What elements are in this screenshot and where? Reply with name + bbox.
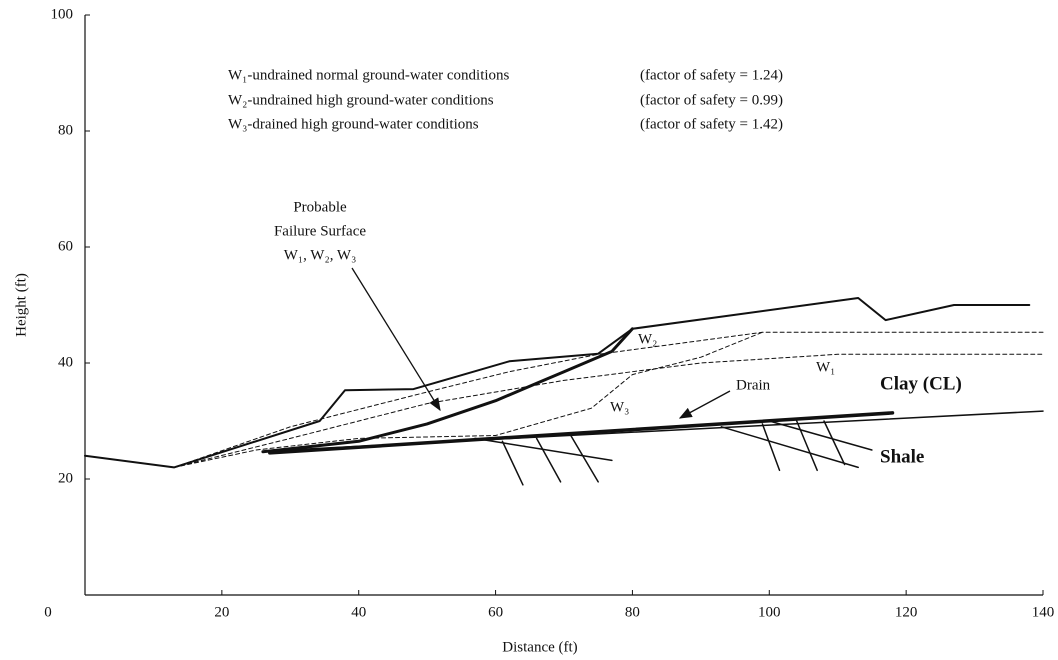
y-tick-label: 20	[58, 470, 73, 486]
x-tick-label: 80	[625, 604, 640, 620]
line-label: W₂	[638, 331, 657, 347]
x-tick-label: 140	[1032, 604, 1055, 620]
x-tick-label: 0	[44, 604, 52, 620]
legend-text: (factor of safety = 0.99)	[640, 92, 783, 108]
legend-text: W₃-drained high ground-water conditions	[228, 116, 479, 132]
line	[720, 426, 859, 469]
x-tick-label: 60	[488, 604, 503, 620]
annotation: Clay (CL)	[880, 373, 962, 394]
y-axis-label: Height (ft)	[13, 273, 29, 337]
x-tick-label: 20	[214, 604, 229, 620]
line	[823, 420, 846, 466]
line	[761, 423, 781, 472]
annotation: Probable	[293, 199, 347, 215]
y-tick-label: 80	[58, 122, 73, 138]
line	[84, 297, 1031, 469]
x-tick-label: 120	[895, 604, 918, 620]
line	[501, 440, 524, 486]
annotation: Shale	[880, 446, 924, 467]
x-tick-label: 100	[758, 604, 781, 620]
annotation: Failure Surface	[274, 223, 366, 239]
line	[261, 327, 634, 454]
line-label: W₃	[610, 399, 629, 415]
y-tick-label: 60	[58, 238, 73, 254]
arrow	[678, 390, 731, 419]
legend-text: W₂-undrained high ground-water condition…	[228, 92, 494, 108]
line	[768, 420, 873, 451]
y-tick-label: 40	[58, 354, 73, 370]
x-tick-label: 40	[351, 604, 366, 620]
legend-text: (factor of safety = 1.42)	[640, 116, 783, 132]
line-label: W₁	[816, 359, 835, 375]
line	[173, 331, 763, 468]
line	[173, 353, 1044, 468]
line	[795, 420, 818, 472]
x-axis-label: Distance (ft)	[502, 639, 577, 655]
line	[535, 437, 562, 483]
line	[268, 411, 895, 455]
annotation: W₁, W₂, W₃	[284, 247, 357, 263]
line	[570, 434, 599, 483]
line	[173, 331, 1044, 468]
y-tick-label: 100	[51, 6, 74, 22]
annotation: Drain	[736, 377, 771, 393]
legend-text: W₁-undrained normal ground-water conditi…	[228, 67, 510, 83]
legend-text: (factor of safety = 1.24)	[640, 67, 783, 83]
